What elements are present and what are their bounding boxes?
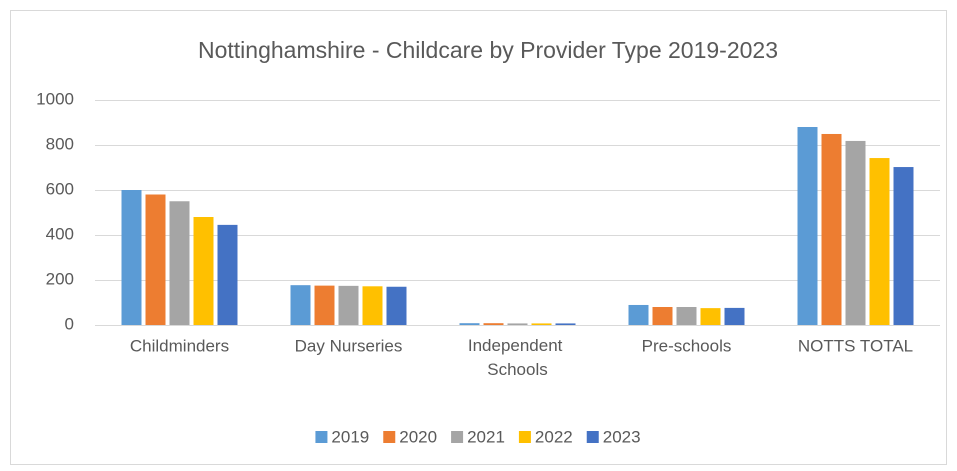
legend-swatch: [383, 431, 396, 443]
bar: [217, 224, 238, 325]
bar: [507, 323, 528, 325]
x-tick-label: Day Nurseries: [295, 336, 403, 355]
bar: [724, 307, 745, 325]
bar: [797, 127, 818, 325]
x-tick-label: NOTTS TOTAL: [798, 336, 913, 355]
y-tick-label: 800: [46, 134, 74, 153]
legend-swatch: [315, 431, 328, 443]
x-tick-label: Independent Schools: [468, 336, 567, 379]
legend-label: 2022: [535, 427, 573, 446]
bar: [531, 323, 552, 325]
bar: [386, 286, 407, 325]
bar: [193, 217, 214, 325]
x-tick-label: Pre-schools: [642, 336, 732, 355]
legend-swatch: [586, 431, 599, 443]
y-tick-label: 1000: [36, 89, 74, 108]
bar: [169, 201, 190, 325]
legend-swatch: [518, 431, 531, 443]
y-tick-label: 400: [46, 224, 74, 243]
y-tick-label: 200: [46, 269, 74, 288]
bar: [628, 304, 649, 325]
y-tick-label: 0: [65, 314, 74, 333]
bar: [145, 194, 166, 325]
x-tick-label: Childminders: [130, 336, 229, 355]
bar: [338, 285, 359, 325]
bar: [290, 285, 311, 325]
legend-label: 2023: [603, 427, 641, 446]
y-tick-label: 600: [46, 179, 74, 198]
bar: [700, 308, 721, 325]
legend-swatch: [451, 431, 464, 443]
legend-label: 2019: [331, 427, 369, 446]
bar: [869, 158, 890, 325]
chart-frame: [10, 10, 947, 465]
bar: [845, 140, 866, 325]
chart-title: Nottinghamshire - Childcare by Provider …: [198, 37, 778, 63]
bar: [314, 285, 335, 325]
bar: [483, 323, 504, 325]
bar: [893, 167, 914, 325]
bar: [676, 307, 697, 325]
bar: [459, 323, 480, 325]
legend-label: 2021: [467, 427, 505, 446]
legend: 2019 2020 2021 2022 2023: [315, 427, 641, 446]
legend-label: 2020: [399, 427, 437, 446]
bar: [652, 307, 673, 325]
bar: [555, 323, 576, 325]
bar: [821, 133, 842, 325]
bar: [121, 190, 142, 325]
bar: [362, 286, 383, 325]
